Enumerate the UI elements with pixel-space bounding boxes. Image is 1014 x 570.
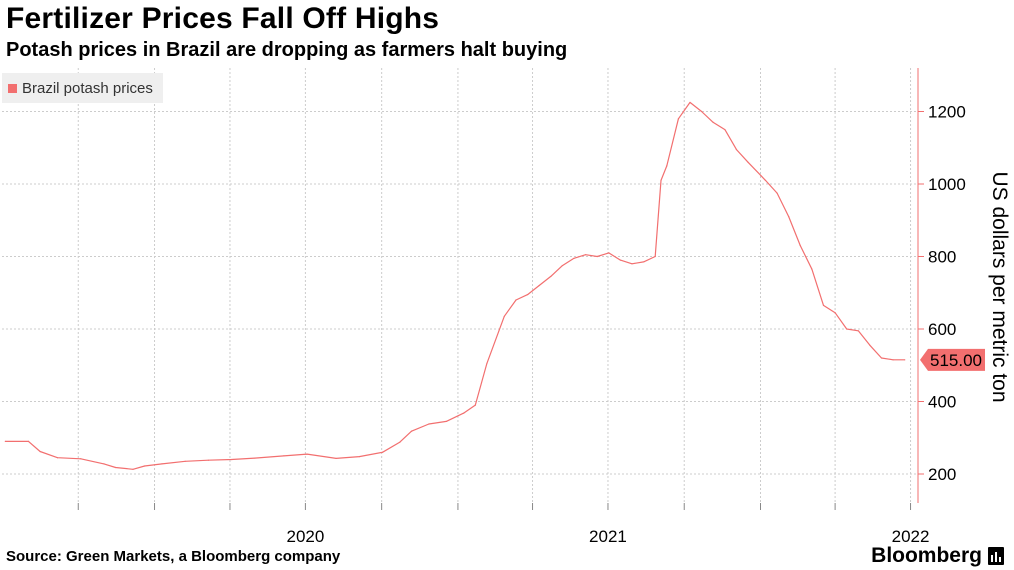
last-value-badge (920, 348, 985, 371)
data-point (660, 179, 662, 181)
chart-title: Fertilizer Prices Fall Off Highs (6, 2, 440, 35)
data-point (701, 110, 703, 113)
data-point (114, 466, 117, 469)
data-point (4, 440, 6, 442)
y-tick-label: 800 (928, 248, 956, 267)
data-point (608, 252, 610, 254)
data-point (764, 179, 767, 181)
data-point (306, 453, 308, 455)
legend-swatch-icon (8, 83, 17, 93)
data-point (561, 264, 563, 267)
data-point (27, 440, 30, 442)
data-point (643, 261, 645, 263)
data-point (526, 293, 529, 296)
data-point (677, 118, 680, 120)
chart-subtitle: Potash prices in Brazil are dropping as … (6, 39, 568, 61)
brand-name: Bloomberg (871, 544, 982, 567)
data-point (132, 468, 134, 470)
data-point (184, 460, 186, 462)
data-point (631, 263, 633, 265)
data-point (584, 254, 587, 256)
series-line (5, 101, 905, 470)
data-point (381, 451, 384, 453)
data-point (857, 330, 859, 332)
data-point (654, 255, 656, 258)
data-point (596, 255, 598, 258)
data-point (428, 423, 430, 425)
data-point (573, 257, 575, 259)
bloomberg-terminal-icon (988, 547, 1004, 565)
data-point (207, 459, 210, 461)
data-point (904, 359, 906, 361)
data-point (776, 192, 778, 194)
data-point (880, 357, 883, 359)
data-point (103, 463, 105, 465)
data-point (735, 148, 738, 151)
x-tick-label: 2022 (892, 527, 930, 546)
data-point (463, 412, 465, 414)
y-tick-label: 400 (928, 393, 956, 412)
data-point (846, 328, 848, 330)
data-point (56, 457, 59, 459)
data-point (358, 456, 360, 458)
x-tick-label: 2021 (589, 527, 627, 546)
data-point (550, 275, 552, 278)
data-point (724, 129, 726, 131)
y-tick-label: 1200 (928, 103, 966, 122)
data-point (445, 420, 447, 423)
last-value-label: 515.00 (930, 351, 982, 370)
data-point (399, 441, 401, 443)
y-tick-label: 600 (928, 320, 956, 339)
data-point (335, 457, 337, 460)
data-point (822, 304, 825, 307)
data-point (666, 165, 668, 167)
y-tick-label: 200 (928, 465, 956, 484)
y-tick-label: 1000 (928, 175, 966, 194)
data-point (689, 101, 691, 104)
data-point (503, 315, 505, 317)
data-point (143, 465, 146, 467)
data-point (161, 463, 163, 465)
data-point (788, 216, 790, 218)
data-point (712, 121, 714, 123)
data-point (747, 161, 749, 163)
data-point (834, 312, 836, 314)
data-point (39, 450, 41, 453)
data-point (474, 404, 476, 406)
data-point (283, 455, 285, 457)
legend-label: Brazil potash prices (22, 79, 153, 97)
legend: Brazil potash prices (2, 73, 163, 103)
data-point (811, 268, 813, 270)
data-point (619, 259, 622, 261)
data-point (538, 284, 540, 287)
x-tick-label: 2020 (286, 527, 324, 546)
data-point (410, 430, 413, 432)
data-point (515, 299, 517, 301)
source-note: Source: Green Markets, a Bloomberg compa… (6, 548, 341, 565)
y-axis-title: US dollars per metric ton (988, 171, 1011, 402)
data-point (869, 344, 871, 346)
data-point (799, 245, 801, 247)
data-point (892, 359, 894, 361)
brand-logo: Bloomberg (871, 544, 1004, 568)
data-point (231, 458, 233, 461)
data-point (254, 457, 256, 459)
data-point (486, 362, 488, 365)
data-point (80, 458, 82, 460)
